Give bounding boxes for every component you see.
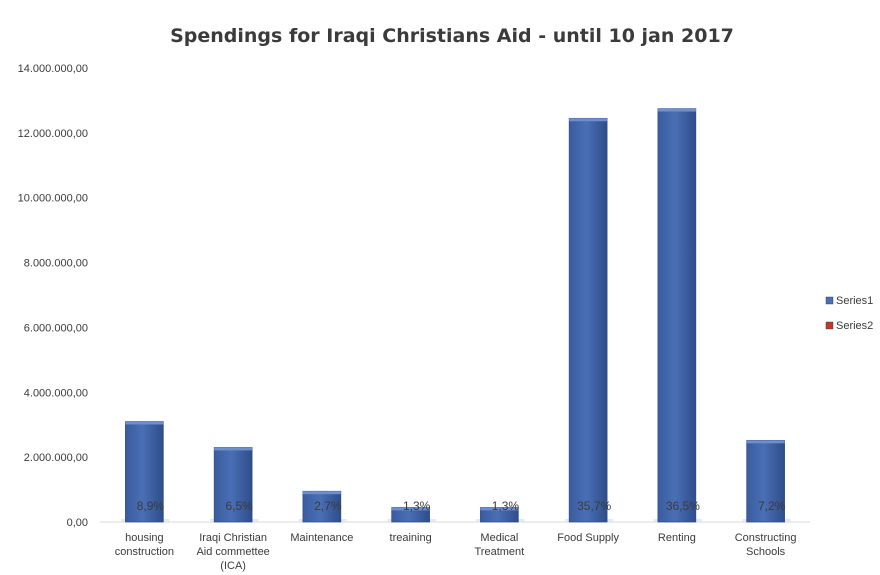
bar (746, 439, 785, 523)
data-label: 7,2% (758, 499, 786, 513)
bar (302, 490, 342, 523)
legend-swatch (825, 321, 834, 330)
x-tick-label: Constructing Schools (735, 532, 797, 558)
bars: 8,9% 6,5% 2,7% 1,3% 1,3% 35,7% 36,5% 7,2% (121, 108, 791, 523)
data-label: 6,5% (225, 499, 253, 513)
bar (125, 421, 164, 523)
x-tick-label: housing construction (115, 532, 174, 558)
bar (213, 447, 253, 523)
bar-top (480, 507, 519, 511)
x-tick-label: Maintenance (290, 532, 353, 544)
bar-top (657, 108, 696, 112)
bar-top (214, 447, 253, 451)
data-label: 35,7% (577, 499, 611, 513)
data-label: 1,3% (492, 499, 520, 513)
x-tick-label: Medical Treatment (475, 532, 525, 558)
y-tick-label: 12.000.000,00 (18, 128, 88, 140)
x-tick-label: Iraqi Christian Aid commettee (ICA) (196, 532, 269, 572)
x-tick-label: Food Supply (557, 532, 619, 544)
bar-top (391, 507, 430, 511)
y-tick-label: 2.000.000,00 (24, 452, 88, 464)
legend-label: Series2 (836, 320, 873, 332)
x-tick-label: treaining (390, 532, 432, 544)
x-tick-label: Renting (658, 532, 696, 544)
y-tick-label: 8.000.000,00 (24, 258, 88, 270)
data-label: 36,5% (666, 499, 700, 513)
bar-top (125, 421, 164, 425)
y-tick-label: 14.000.000,00 (18, 63, 88, 75)
bar (657, 108, 697, 523)
x-axis: housing construction Iraqi Christian Aid co… (115, 532, 797, 572)
bar-top (569, 118, 608, 122)
data-label: 1,3% (403, 499, 431, 513)
legend: Series1 Series2 (825, 295, 873, 332)
data-label: 8,9% (137, 499, 165, 513)
bar-top (746, 440, 785, 444)
bar (568, 117, 608, 523)
legend-swatch (825, 296, 834, 305)
y-tick-label: 4.000.000,00 (24, 387, 88, 399)
y-tick-label: 10.000.000,00 (18, 193, 88, 205)
legend-label: Series1 (836, 295, 873, 307)
data-label: 2,7% (314, 499, 342, 513)
y-tick-label: 6.000.000,00 (24, 322, 88, 334)
chart-title: Spendings for Iraqi Christians Aid - unt… (170, 25, 734, 47)
bar-top (302, 491, 341, 495)
y-tick-label: 0,00 (67, 517, 88, 529)
